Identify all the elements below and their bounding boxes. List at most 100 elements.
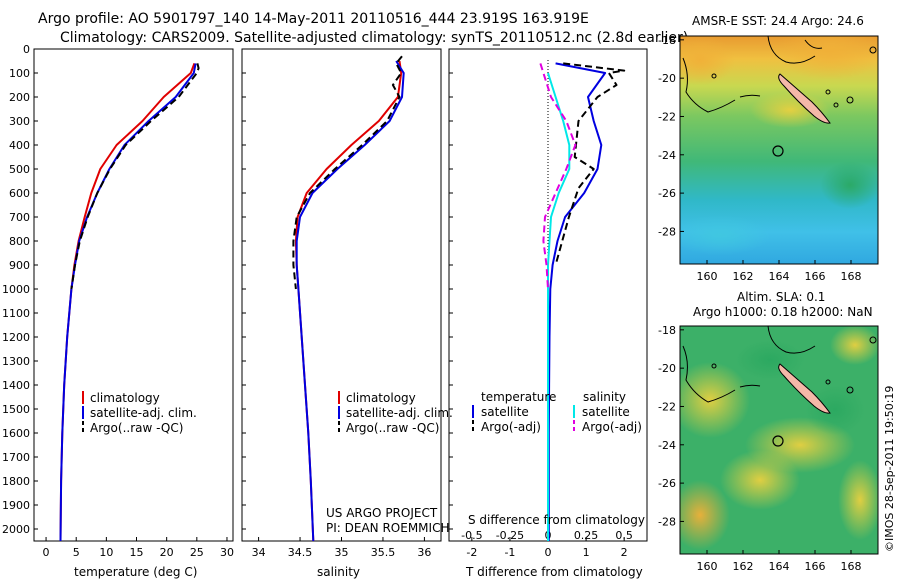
temperature-lines — [59, 63, 200, 541]
map-lat-tick-label: -22 — [658, 400, 676, 413]
map-lat-tick-label: -20 — [658, 72, 676, 85]
series-line-salinity-argo-adj- — [539, 63, 577, 290]
legend-title-salinity: salinity — [583, 390, 626, 404]
map-lon-tick-label: 168 — [841, 270, 862, 283]
legend-label-climatology: climatology — [346, 391, 416, 405]
depth-tick-label: 600 — [9, 187, 30, 200]
map-lat-tick-label: -28 — [658, 515, 676, 528]
series-line-argo-raw-qc- — [70, 63, 200, 290]
depth-tick-label: 1400 — [2, 379, 30, 392]
difference-x-tick-label: -2 — [466, 546, 477, 559]
depth-tick-label: 1900 — [2, 499, 30, 512]
salinity-x-tick-label: 34 — [252, 546, 266, 559]
series-line-temperature-argo-adj- — [554, 62, 626, 266]
temperature-x-axis: 0 5 10 15 20 25 30 — [43, 537, 234, 559]
legend-label-argo: Argo(..raw -QC) — [90, 421, 183, 435]
depth-tick-label: 1100 — [2, 307, 30, 320]
depth-tick-label: 1300 — [2, 355, 30, 368]
salinity-x-tick-label: 36 — [417, 546, 431, 559]
sla-coastline — [682, 325, 877, 403]
map-lon-tick-label: 160 — [697, 560, 718, 573]
sst-map-axes: 160 162 164 166 168 -18 -20 -22 -24 -26 -28 — [658, 34, 861, 283]
difference-x-tick-label: -1 — [504, 546, 515, 559]
salinity-axis-label: salinity — [317, 565, 360, 579]
temperature-x-tick-label: 15 — [130, 546, 144, 559]
sst-coastline — [682, 35, 877, 113]
series-line-satellite-adj-clim- — [59, 63, 197, 541]
sla-argo-marker — [772, 435, 784, 447]
map-lat-tick-label: -18 — [658, 324, 676, 337]
legend-label-satellite: satellite-adj. clim. — [346, 406, 453, 420]
depth-tick-label: 1000 — [2, 283, 30, 296]
salinity-x-axis: 34 34.5 35 35.5 36 — [252, 537, 431, 559]
salinity-panel-frame — [241, 48, 442, 542]
depth-tick-label: 2000 — [2, 523, 30, 536]
pi-annotation: PI: DEAN ROEMMICH — [326, 521, 449, 535]
depth-tick-label: 300 — [9, 115, 30, 128]
salinity-x-tick-label: 35 — [335, 546, 349, 559]
salinity-x-tick-label: 35.5 — [371, 546, 396, 559]
depth-tick-label: 1200 — [2, 331, 30, 344]
legend-title-temperature: temperature — [481, 390, 556, 404]
legend-label-argo: Argo(..raw -QC) — [346, 421, 439, 435]
map-lon-tick-label: 162 — [733, 270, 754, 283]
difference-x-tick-label: 2 — [621, 546, 628, 559]
depth-tick-label: 1800 — [2, 475, 30, 488]
temperature-x-tick-label: 30 — [220, 546, 234, 559]
depth-axis: 0 100 200 300 400 500 600 700 800 900 1000 1100 1200… — [2, 43, 453, 536]
legend-label-sal-argo: Argo(-adj) — [582, 420, 642, 434]
imos-credit: ©IMOS 28-Sep-2011 19:50:19 — [883, 386, 896, 552]
map-lon-tick-label: 166 — [805, 270, 826, 283]
temperature-panel-frame — [33, 48, 234, 542]
sla-new-caledonia — [778, 363, 831, 414]
map-lat-tick-label: -26 — [658, 187, 676, 200]
map-lon-tick-label: 164 — [769, 270, 790, 283]
series-line-climatology — [59, 63, 196, 541]
series-line-climatology — [294, 60, 403, 541]
difference-x-tick-label: 0 — [545, 546, 552, 559]
difference-top-tick-label: -0.25 — [496, 529, 524, 542]
legend-label-sal-satellite: satellite — [582, 405, 630, 419]
map-lat-tick-label: -24 — [658, 149, 676, 162]
temperature-x-tick-label: 5 — [73, 546, 80, 559]
depth-tick-label: 1700 — [2, 451, 30, 464]
map-lon-tick-label: 164 — [769, 560, 790, 573]
depth-tick-label: 700 — [9, 211, 30, 224]
sst-new-caledonia — [778, 73, 831, 124]
map-lon-tick-label: 160 — [697, 270, 718, 283]
legend-label-temp-satellite: satellite — [481, 405, 529, 419]
sla-map-title-line2: Argo h1000: 0.18 h2000: NaN — [693, 305, 873, 319]
legend-label-climatology: climatology — [90, 391, 160, 405]
difference-top-tick-label: 0.5 — [615, 529, 633, 542]
difference-lines — [539, 62, 626, 541]
figure-title-line1: Argo profile: AO 5901797_140 14-May-2011… — [38, 11, 589, 27]
salinity-lines — [292, 55, 405, 541]
difference-top-tick-label: -0.5 — [461, 529, 482, 542]
sla-map-title-line1: Altim. SLA: 0.1 — [737, 290, 825, 304]
map-lat-tick-label: -28 — [658, 225, 676, 238]
series-line-argo-raw-qc- — [292, 55, 403, 290]
map-lat-tick-label: -26 — [658, 477, 676, 490]
temperature-axis-label: temperature (deg C) — [74, 565, 197, 579]
sst-argo-marker — [772, 145, 784, 157]
depth-tick-label: 900 — [9, 259, 30, 272]
difference-axis-label: T difference from climatology — [465, 565, 643, 579]
figure-title-line2: Climatology: CARS2009. Satellite-adjuste… — [60, 30, 688, 46]
difference-legend: temperature salinity satellite Argo(-adj… — [472, 390, 642, 434]
project-annotation: US ARGO PROJECT — [326, 506, 438, 520]
difference-top-tick-label: 0.25 — [574, 529, 599, 542]
series-line-satellite-adj-clim- — [295, 60, 405, 541]
temperature-legend: climatology satellite-adj. clim. Argo(..… — [82, 391, 197, 435]
salinity-x-tick-label: 34.5 — [288, 546, 313, 559]
depth-tick-label: 500 — [9, 163, 30, 176]
sst-heatmap — [680, 36, 878, 264]
sla-heatmap — [680, 326, 878, 554]
series-line-salinity-satellite — [547, 72, 571, 541]
depth-tick-label: 1600 — [2, 427, 30, 440]
difference-top-axis-label: S difference from climatology — [468, 513, 645, 527]
sla-map-axes: 160 162 164 166 168 -18 -20 -22 -24 -26 -28 — [658, 324, 861, 573]
temperature-x-tick-label: 0 — [43, 546, 50, 559]
map-lon-tick-label: 166 — [805, 560, 826, 573]
depth-tick-label: 200 — [9, 91, 30, 104]
